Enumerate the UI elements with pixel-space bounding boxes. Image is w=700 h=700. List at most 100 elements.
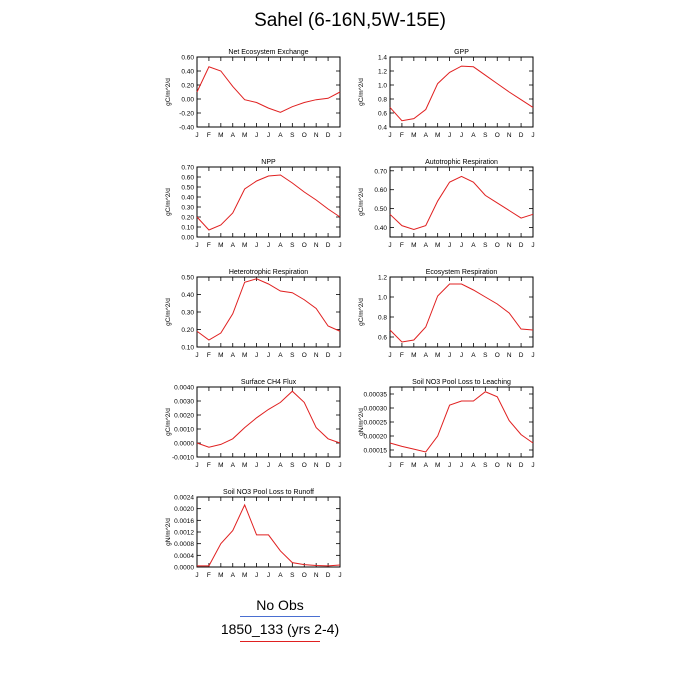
x-tick-label: D bbox=[519, 462, 524, 469]
x-tick-label: M bbox=[411, 462, 416, 469]
x-tick-label: M bbox=[411, 132, 416, 139]
plot-frame bbox=[389, 166, 534, 238]
x-tick-label: M bbox=[242, 132, 247, 139]
x-tick-label: J bbox=[338, 352, 341, 359]
y-axis-label: gC/m^2/d bbox=[358, 188, 365, 216]
x-tick-label: J bbox=[531, 242, 534, 249]
x-tick-label: N bbox=[314, 132, 319, 139]
x-tick-label: J bbox=[267, 352, 270, 359]
x-tick-label: M bbox=[435, 462, 440, 469]
x-tick-label: S bbox=[483, 242, 488, 249]
x-tick-label: J bbox=[267, 242, 270, 249]
y-tick-label: 0.4 bbox=[378, 125, 387, 132]
x-tick-label: A bbox=[424, 352, 429, 359]
x-tick-label: M bbox=[242, 352, 247, 359]
x-tick-label: J bbox=[448, 352, 451, 359]
y-tick-label: 0.10 bbox=[181, 345, 194, 352]
series-line bbox=[389, 391, 534, 453]
y-tick-label: 0.0030 bbox=[174, 399, 194, 406]
x-tick-label: J bbox=[195, 572, 198, 579]
x-tick-label: J bbox=[195, 352, 198, 359]
series-line bbox=[196, 390, 341, 448]
y-tick-label: 0.20 bbox=[181, 83, 194, 90]
y-axis-label: gC/m^2/d bbox=[165, 298, 172, 326]
x-tick-label: A bbox=[278, 132, 283, 139]
x-tick-label: J bbox=[255, 572, 258, 579]
x-tick-label: M bbox=[218, 462, 223, 469]
x-tick-label: D bbox=[519, 352, 524, 359]
x-tick-label: M bbox=[435, 132, 440, 139]
y-tick-label: 0.60 bbox=[181, 175, 194, 182]
x-tick-label: S bbox=[483, 132, 488, 139]
y-axis-label: gN/m^2/d bbox=[358, 408, 365, 436]
x-tick-label: A bbox=[278, 462, 283, 469]
plot-frame bbox=[196, 56, 341, 128]
plot-frame bbox=[389, 386, 534, 458]
x-tick-label: N bbox=[314, 352, 319, 359]
x-tick-label: A bbox=[231, 352, 236, 359]
x-tick-label: N bbox=[507, 352, 512, 359]
legend-obs-label: No Obs bbox=[256, 597, 304, 613]
x-tick-label: J bbox=[338, 132, 341, 139]
x-tick-label: F bbox=[400, 242, 404, 249]
series-line bbox=[389, 283, 534, 343]
x-tick-label: N bbox=[314, 242, 319, 249]
y-tick-label: 0.40 bbox=[374, 225, 387, 232]
x-tick-label: O bbox=[302, 462, 307, 469]
x-tick-label: A bbox=[278, 352, 283, 359]
y-axis-label: gC/m^2/d bbox=[165, 78, 172, 106]
legend-model-label: 1850_133 (yrs 2-4) bbox=[220, 621, 340, 637]
y-tick-label: 1.4 bbox=[378, 55, 387, 62]
y-tick-label: 1.2 bbox=[378, 69, 387, 76]
y-tick-label: -0.0010 bbox=[172, 455, 194, 462]
legend-obs-line bbox=[240, 616, 320, 617]
figure-title: Sahel (6-16N,5W-15E) bbox=[254, 10, 446, 31]
y-tick-label: 0.00035 bbox=[364, 392, 388, 399]
x-tick-label: A bbox=[278, 242, 283, 249]
x-tick-label: J bbox=[338, 242, 341, 249]
y-axis-label: gC/m^2/d bbox=[358, 78, 365, 106]
y-tick-label: 0.00020 bbox=[364, 434, 388, 441]
x-tick-label: J bbox=[448, 462, 451, 469]
x-tick-label: A bbox=[231, 132, 236, 139]
x-tick-label: S bbox=[290, 242, 295, 249]
panel-title: Autotrophic Respiration bbox=[425, 159, 498, 166]
x-tick-label: J bbox=[267, 132, 270, 139]
x-tick-label: F bbox=[207, 462, 211, 469]
y-tick-label: 0.6 bbox=[378, 111, 387, 118]
y-tick-label: 0.0024 bbox=[174, 495, 194, 502]
y-tick-label: 0.0000 bbox=[174, 441, 194, 448]
y-tick-label: 0.60 bbox=[181, 55, 194, 62]
x-tick-label: O bbox=[302, 352, 307, 359]
x-tick-label: J bbox=[388, 462, 391, 469]
x-tick-label: J bbox=[388, 132, 391, 139]
x-tick-label: J bbox=[460, 462, 463, 469]
x-tick-label: A bbox=[471, 462, 476, 469]
x-tick-label: J bbox=[267, 462, 270, 469]
x-tick-label: M bbox=[218, 132, 223, 139]
y-tick-label: 0.00015 bbox=[364, 448, 388, 455]
x-tick-label: J bbox=[460, 242, 463, 249]
x-tick-label: D bbox=[326, 352, 331, 359]
x-tick-label: O bbox=[495, 462, 500, 469]
x-tick-label: S bbox=[483, 352, 488, 359]
legend-model-line bbox=[240, 641, 320, 642]
x-tick-label: F bbox=[207, 352, 211, 359]
series-line bbox=[197, 503, 341, 567]
y-axis-label: gC/m^2/d bbox=[165, 188, 172, 216]
series-line bbox=[196, 174, 341, 231]
y-tick-label: 1.0 bbox=[378, 83, 387, 90]
x-tick-label: J bbox=[460, 132, 463, 139]
chart-panel-4: Autotrophic Respiration 0.40 0.50 0.60 0.70 J… bbox=[358, 159, 535, 249]
y-tick-label: 1.0 bbox=[378, 295, 387, 302]
y-tick-label: 0.60 bbox=[374, 187, 387, 194]
x-tick-label: J bbox=[531, 352, 534, 359]
y-tick-label: 0.00 bbox=[181, 97, 194, 104]
plot-frame bbox=[389, 276, 534, 348]
panel-title: NPP bbox=[261, 159, 276, 166]
series-line bbox=[196, 66, 341, 113]
plot-frame bbox=[389, 56, 534, 128]
